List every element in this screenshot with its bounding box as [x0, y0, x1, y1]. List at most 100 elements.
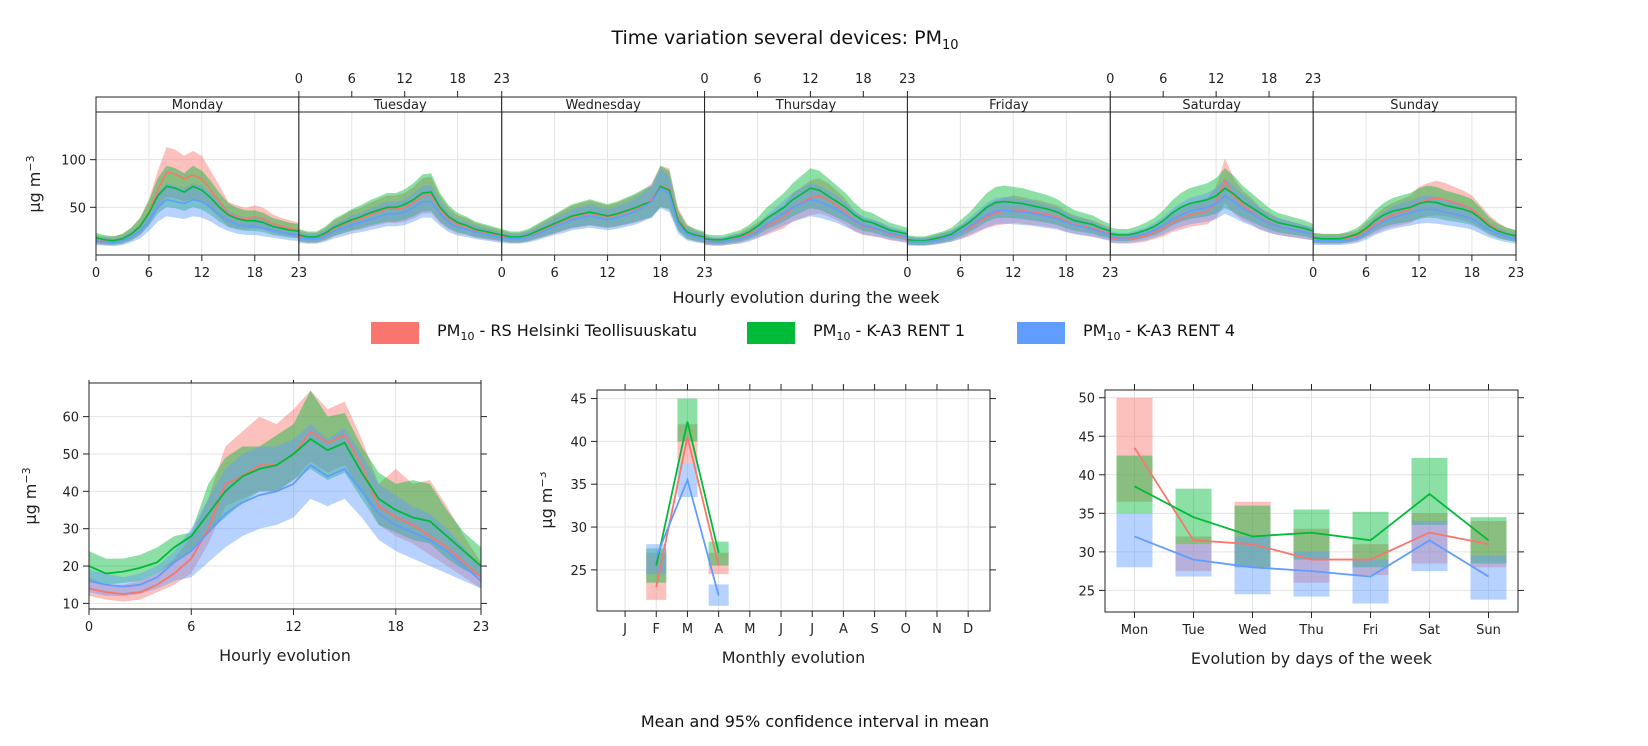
- ci-band-rent1: [89, 390, 481, 585]
- ci-box-rent4: [1411, 521, 1448, 572]
- panel-label: Tuesday: [373, 98, 427, 113]
- y-tick-label: 30: [570, 521, 587, 536]
- x-tick-label: 6: [145, 266, 153, 281]
- y-tick-label: 40: [570, 435, 587, 450]
- ci-box-rent4: [1293, 551, 1330, 597]
- line-rent4: [501, 187, 705, 240]
- y-tick-label: 45: [1078, 430, 1095, 445]
- y-tick-label: 30: [62, 523, 79, 538]
- ci-box-rent4: [1352, 559, 1389, 604]
- legend-label-text: - K-A3 RENT 1: [850, 321, 966, 340]
- y-tick-label: 50: [1078, 392, 1095, 407]
- x-tick-label: 23: [1305, 72, 1322, 87]
- y-axis-label-exponent: −3: [540, 471, 549, 487]
- legend: PM10 - RS Helsinki Teollisuuskatu PM10 - …: [0, 320, 1648, 352]
- x-tick-label: 12: [1005, 266, 1022, 281]
- legend-label-text: - RS Helsinki Teollisuuskatu: [474, 321, 697, 340]
- legend-label-sub: 10: [836, 330, 851, 344]
- x-tick-label: 6: [187, 620, 195, 635]
- line-rent1: [88, 437, 482, 575]
- legend-label-sub: 10: [460, 330, 475, 344]
- line-rent4: [298, 200, 502, 240]
- x-tick-label: Sun: [1476, 623, 1501, 638]
- ci-box-rent1: [1116, 455, 1153, 514]
- x-tick-label: 12: [285, 620, 302, 635]
- y-tick-label: 50: [62, 448, 79, 463]
- monthly-chart: J F M A M J J A S O N D 25 30 35 40 45 Monthly evolution µ…: [540, 384, 996, 667]
- x-tick-label: 0: [700, 72, 708, 87]
- x-tick-label: 18: [1464, 266, 1481, 281]
- ci-box-helsinki: [1175, 536, 1212, 572]
- x-axis-label: Evolution by days of the week: [1191, 649, 1433, 668]
- x-axis-label: Hourly evolution during the week: [672, 288, 940, 307]
- line-rent4: [704, 198, 908, 243]
- x-tick-label: 0: [92, 266, 100, 281]
- x-tick-label: 12: [194, 266, 211, 281]
- x-tick-label: 12: [802, 72, 819, 87]
- legend-swatch: [371, 322, 419, 344]
- weekly-chart: Monday 0 6 12 18 23 Tuesday 0 6 12 18 23 Wednesday 0 6…: [24, 72, 1524, 307]
- line-rent1: [298, 191, 502, 238]
- x-tick-label: 6: [753, 72, 761, 87]
- ci-box-helsinki: [1234, 501, 1271, 568]
- x-tick-label: 6: [956, 266, 964, 281]
- ci-box-rent1: [677, 398, 698, 442]
- ci-band-rent4: [298, 185, 502, 244]
- panel-frame: [1312, 111, 1517, 256]
- x-tick-label: J: [809, 622, 814, 637]
- x-tick-label: 0: [295, 72, 303, 87]
- x-tick-label: 12: [599, 266, 616, 281]
- ci-box-rent4: [1116, 513, 1153, 568]
- ci-band-rent1: [96, 165, 299, 245]
- panel-label: Saturday: [1182, 98, 1241, 113]
- line-helsinki: [1133, 447, 1489, 561]
- legend-label-prefix: PM: [813, 321, 837, 340]
- x-tick-label: 18: [246, 266, 263, 281]
- line-rent4: [95, 198, 299, 244]
- legend-label: PM10 - RS Helsinki Teollisuuskatu: [437, 321, 697, 343]
- x-tick-label: 6: [550, 266, 558, 281]
- x-tick-label: 6: [348, 72, 356, 87]
- y-tick-label: 45: [570, 393, 587, 408]
- x-tick-label: 0: [85, 620, 93, 635]
- ci-box-rent4: [646, 544, 667, 575]
- x-tick-label: 6: [1159, 72, 1167, 87]
- ci-band-rent4: [704, 183, 908, 246]
- line-rent4: [1110, 194, 1314, 239]
- y-tick-label: 100: [61, 154, 86, 169]
- line-rent1: [501, 185, 705, 238]
- x-tick-label: 18: [449, 72, 466, 87]
- legend-label: PM10 - K-A3 RENT 4: [1083, 321, 1235, 343]
- x-tick-label: 12: [1411, 266, 1428, 281]
- x-tick-label: Wed: [1238, 623, 1266, 638]
- x-tick-label: N: [932, 622, 942, 637]
- ci-band-rent4: [96, 183, 299, 247]
- x-tick-label: 23: [696, 266, 713, 281]
- y-axis-label: µg m−3: [540, 471, 556, 528]
- panel-label: Wednesday: [566, 98, 642, 113]
- hourly-chart: 0 6 12 18 23 10 20 30 40 50 60 Hourly evolution µg m…: [20, 380, 490, 665]
- ci-band-rent1: [704, 168, 908, 245]
- y-tick-label: 25: [1078, 584, 1095, 599]
- y-axis-label: µg m−3: [24, 155, 44, 212]
- plot-frame: [596, 389, 991, 612]
- legend-label-sub: 10: [1106, 330, 1121, 344]
- main-title-sub: 10: [941, 37, 959, 53]
- panel-label: Friday: [989, 98, 1029, 113]
- x-tick-label: 12: [1208, 72, 1225, 87]
- legend-label-text: - K-A3 RENT 4: [1120, 321, 1236, 340]
- x-tick-label: O: [901, 622, 911, 637]
- y-tick-label: 60: [62, 411, 79, 426]
- x-tick-label: S: [870, 622, 878, 637]
- ci-band-helsinki: [298, 176, 502, 243]
- plot-frame: [88, 382, 482, 610]
- x-tick-label: J: [622, 622, 627, 637]
- y-axis-label-exponent: −3: [24, 155, 37, 171]
- x-tick-label: 6: [1362, 266, 1370, 281]
- ci-band-rent4: [1313, 195, 1516, 245]
- x-tick-label: 23: [473, 620, 490, 635]
- x-tick-label: A: [839, 622, 848, 637]
- x-tick-label: 23: [493, 72, 510, 87]
- legend-swatch: [1017, 322, 1065, 344]
- panel-label: Monday: [172, 98, 224, 113]
